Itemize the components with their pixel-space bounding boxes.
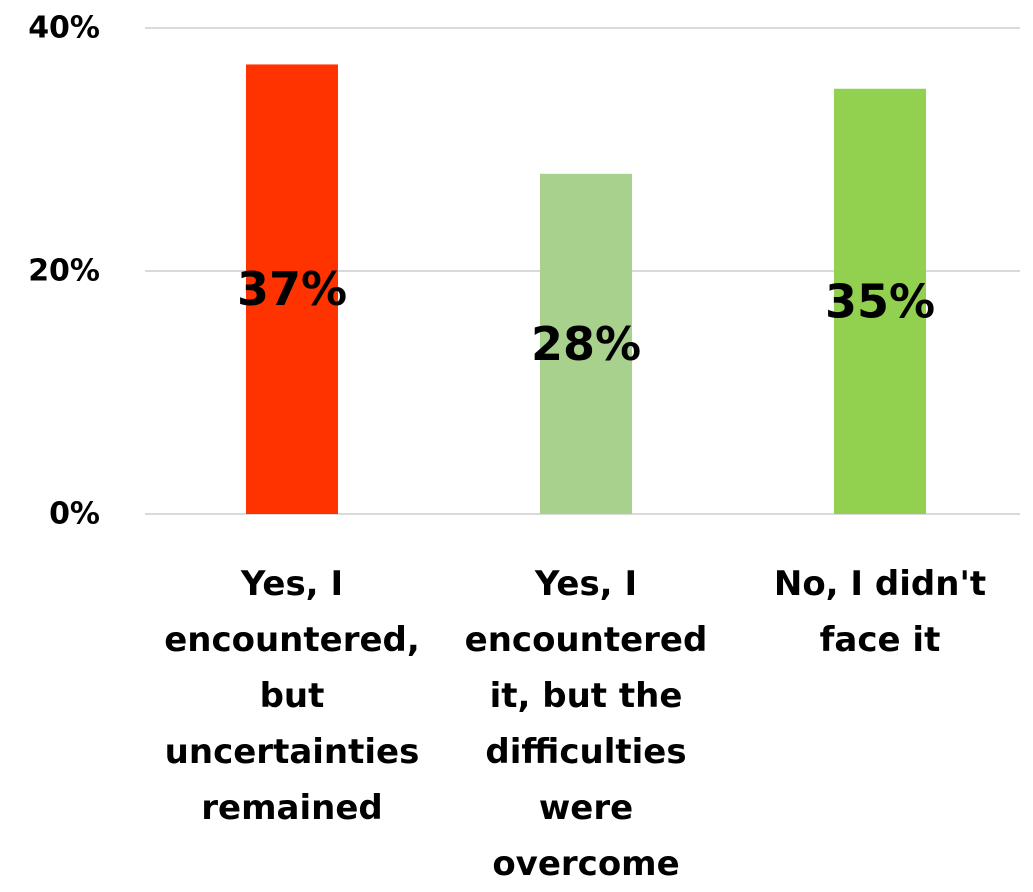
y-tick-label: 20% (28, 254, 100, 289)
x-category-label-line: overcome (492, 844, 680, 884)
bar-2 (540, 173, 632, 515)
data-label-3: 35% (825, 274, 935, 328)
x-category-label-line: it, but the (489, 676, 683, 716)
x-category-label-line: Yes, I (240, 564, 344, 604)
y-tick-label: 40% (28, 11, 100, 46)
x-category-label-2: Yes, I encountered it, but the difficulties… (441, 556, 731, 892)
x-category-label-line: Yes, I (534, 564, 638, 604)
x-category-label-3: No, I didn't face it (735, 556, 1025, 668)
x-category-label-line: encountered, (164, 620, 420, 660)
x-category-label-line: encountered (464, 620, 708, 660)
x-category-label-line: uncertainties (164, 732, 420, 772)
x-category-label-line: were (538, 788, 634, 828)
bar-1 (246, 64, 338, 514)
x-category-label-line: difficulties (485, 732, 687, 772)
y-tick-label: 0% (49, 497, 100, 532)
y-axis-ticks: 0% 20% 40% (28, 11, 100, 532)
data-label-1: 37% (237, 262, 347, 316)
x-category-label-line: but (259, 676, 325, 716)
data-labels: 37% 28% 35% (237, 262, 935, 371)
bar-3 (834, 88, 926, 514)
data-label-2: 28% (531, 317, 641, 371)
x-category-label-line: No, I didn't (773, 564, 987, 604)
x-category-label-1: Yes, I encountered, but uncertainties remain… (147, 556, 437, 836)
bars (246, 64, 926, 515)
x-category-label-line: remained (201, 788, 383, 828)
x-category-label-line: face it (819, 620, 941, 660)
